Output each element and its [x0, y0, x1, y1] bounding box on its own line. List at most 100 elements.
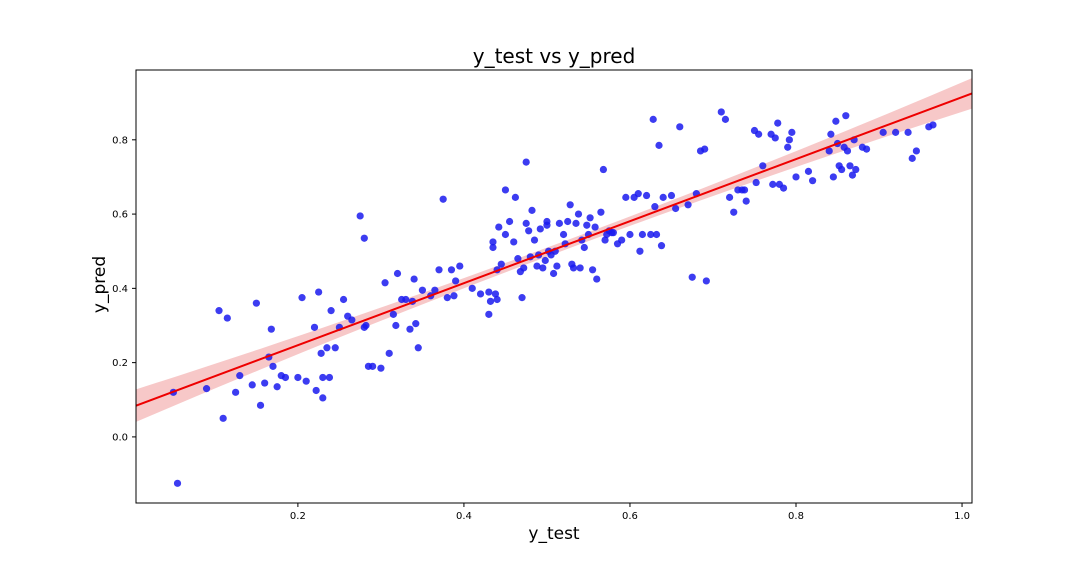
- data-point: [904, 128, 912, 136]
- data-point: [638, 230, 647, 239]
- data-point: [618, 236, 626, 244]
- data-point: [771, 134, 779, 142]
- data-point: [838, 165, 846, 174]
- data-point: [827, 130, 835, 138]
- chart-title: y_test vs y_pred: [473, 44, 636, 68]
- data-point: [389, 310, 397, 318]
- data-point: [569, 264, 578, 272]
- data-point: [829, 173, 837, 181]
- data-point: [564, 217, 572, 226]
- data-point: [804, 167, 813, 175]
- data-point: [667, 191, 676, 200]
- data-point: [377, 364, 385, 372]
- data-point: [825, 147, 833, 155]
- data-point: [356, 212, 364, 220]
- data-point: [649, 115, 657, 123]
- data-point: [912, 147, 920, 155]
- data-point: [439, 195, 447, 203]
- data-point: [392, 321, 400, 330]
- data-point: [443, 294, 451, 302]
- data-point: [219, 414, 227, 422]
- data-point: [362, 321, 370, 330]
- data-point: [774, 119, 782, 127]
- data-point: [202, 385, 211, 393]
- data-point: [525, 227, 533, 235]
- data-point: [495, 223, 503, 231]
- data-point: [173, 479, 182, 487]
- data-point: [528, 206, 536, 214]
- x-tick-label: 0.8: [788, 511, 804, 522]
- x-tick-label: 0.6: [622, 511, 638, 522]
- data-point: [622, 193, 630, 201]
- data-point: [223, 314, 231, 322]
- data-point: [862, 145, 871, 153]
- x-tick-label: 0.2: [290, 511, 306, 522]
- data-point: [348, 316, 356, 324]
- data-point: [302, 377, 310, 385]
- data-point: [652, 230, 661, 239]
- data-point: [784, 143, 792, 151]
- y-tick-label: 0.6: [112, 210, 128, 221]
- data-point: [325, 373, 334, 382]
- data-point: [755, 130, 763, 138]
- data-point: [634, 190, 642, 198]
- data-point: [393, 269, 402, 278]
- data-point: [721, 115, 730, 123]
- data-point: [530, 236, 539, 244]
- data-point: [832, 117, 840, 125]
- data-point: [676, 123, 684, 131]
- x-axis-ticks: 0.2 0.4 0.6 0.8 1.0: [290, 503, 970, 522]
- data-point: [647, 230, 655, 239]
- data-point: [779, 184, 788, 192]
- data-points: [169, 108, 937, 487]
- data-point: [843, 147, 852, 155]
- data-point: [636, 247, 644, 255]
- data-point: [555, 219, 563, 227]
- data-point: [252, 299, 260, 307]
- data-point: [852, 165, 860, 174]
- data-point: [522, 219, 530, 227]
- data-point: [580, 243, 588, 252]
- data-point: [684, 201, 692, 209]
- data-point: [879, 128, 887, 136]
- x-tick-label: 0.4: [456, 511, 472, 522]
- y-tick-label: 0.2: [112, 358, 128, 369]
- y-tick-label: 0.4: [112, 284, 128, 295]
- data-point: [626, 230, 634, 239]
- y-axis-label: y_pred: [90, 256, 110, 313]
- data-point: [520, 264, 528, 272]
- data-point: [485, 288, 493, 296]
- data-point: [294, 373, 302, 382]
- y-axis-ticks: 0.0 0.2 0.4 0.6 0.8: [112, 135, 136, 443]
- data-point: [410, 275, 418, 283]
- data-point: [848, 171, 857, 179]
- data-point: [572, 219, 580, 227]
- data-point: [319, 373, 327, 382]
- data-point: [541, 256, 549, 265]
- data-point: [908, 154, 916, 162]
- data-point: [717, 108, 725, 116]
- data-point: [511, 193, 519, 201]
- data-point: [788, 128, 796, 136]
- data-point: [514, 255, 522, 263]
- data-point: [659, 193, 667, 201]
- data-point: [559, 230, 568, 239]
- data-point: [281, 373, 290, 382]
- data-point: [315, 288, 323, 296]
- data-point: [701, 145, 709, 153]
- x-tick-label: 1.0: [954, 511, 970, 522]
- data-point: [929, 121, 937, 129]
- data-point: [501, 186, 510, 194]
- data-point: [406, 325, 414, 333]
- data-point: [486, 297, 495, 305]
- data-point: [431, 286, 439, 294]
- data-point: [549, 269, 558, 278]
- data-point: [476, 290, 485, 298]
- x-axis-label: y_test: [528, 524, 580, 544]
- data-point: [601, 236, 609, 244]
- data-point: [505, 217, 514, 226]
- data-point: [497, 260, 505, 268]
- data-point: [553, 262, 561, 270]
- data-point: [452, 277, 460, 285]
- data-point: [892, 128, 900, 136]
